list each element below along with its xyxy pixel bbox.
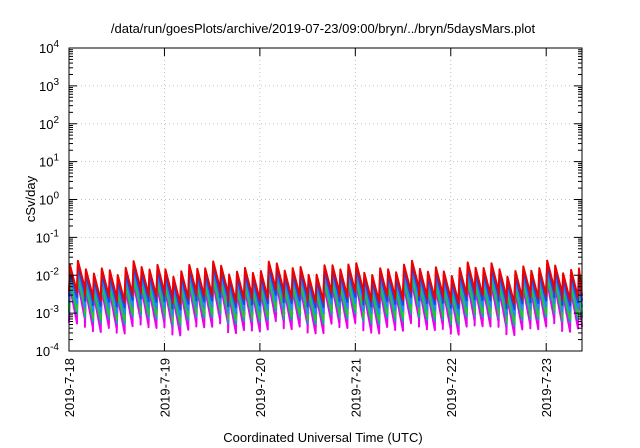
y-tick-label: 100 (39, 191, 59, 208)
y-tick-label: 10-3 (36, 304, 60, 321)
y-tick-label: 10-4 (36, 342, 60, 359)
x-tick-label: 2019-7-18 (62, 358, 77, 417)
y-axis-label: cSv/day (23, 175, 38, 222)
y-tick-label: 104 (39, 39, 59, 56)
x-tick-label: 2019-7-21 (348, 358, 363, 417)
x-tick-label: 2019-7-19 (157, 358, 172, 417)
y-tick-label: 103 (39, 77, 59, 94)
y-tick-label: 10-1 (36, 228, 60, 245)
x-tick-label: 2019-7-20 (253, 358, 268, 417)
y-tick-label: 102 (39, 115, 59, 132)
y-axis: 10-4 10-3 10-2 10-1 100 101 102 103 104 (36, 39, 582, 359)
series-group (68, 259, 583, 337)
x-tick-label: 2019-7-22 (444, 358, 459, 417)
chart-title: /data/run/goesPlots/archive/2019-07-23/0… (111, 21, 536, 36)
x-axis-label: Coordinated Universal Time (UTC) (223, 430, 422, 445)
series-line-6 (68, 259, 583, 306)
x-axis: 2019-7-18 2019-7-19 2019-7-20 2019-7-21 2019… (62, 48, 554, 417)
x-tick-label: 2019-7-23 (539, 358, 554, 417)
y-tick-label: 10-2 (36, 266, 60, 283)
y-tick-label: 101 (39, 153, 59, 170)
